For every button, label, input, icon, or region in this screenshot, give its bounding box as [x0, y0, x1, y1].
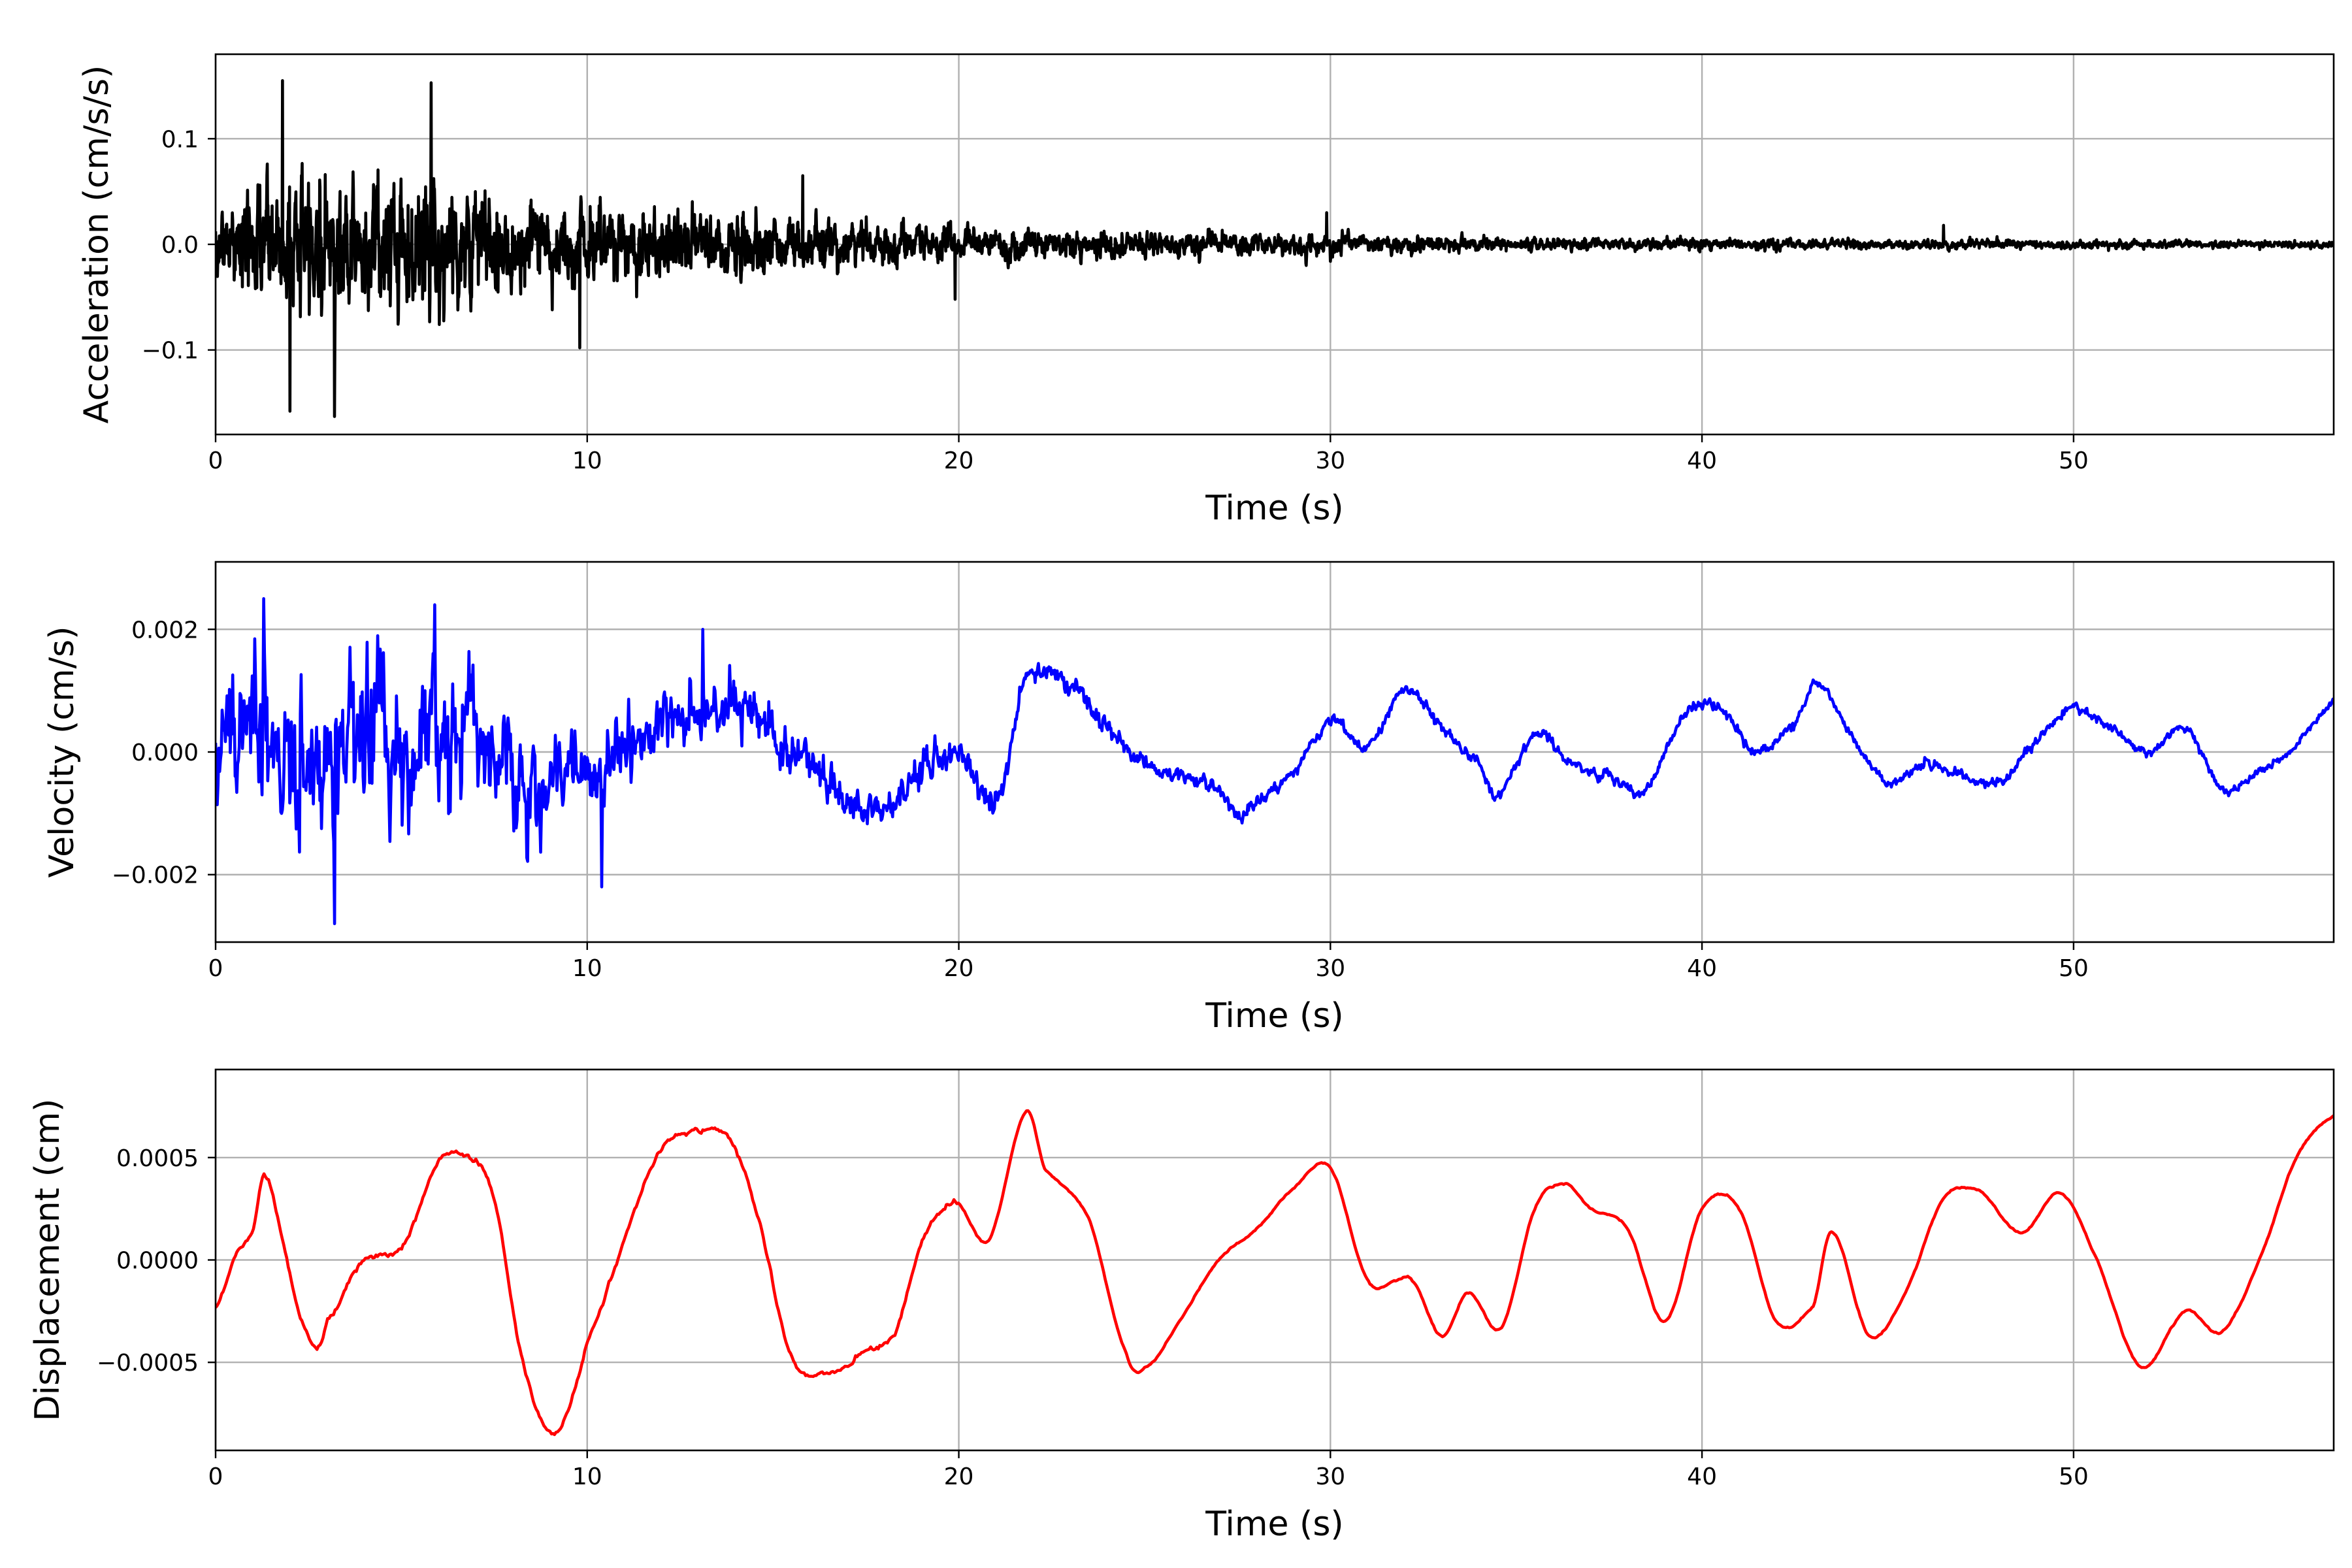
acceleration-series-line: [216, 79, 2334, 418]
velocity-grid: [214, 562, 2334, 942]
velocity-y-axis: −0.002 0.000 0.002: [112, 617, 216, 889]
acceleration-y-axis: −0.1 0.0 0.1: [142, 126, 216, 365]
displacement-y-tick-label: −0.0005: [97, 1350, 199, 1377]
velocity-y-tick-label: 0.000: [131, 740, 199, 766]
acceleration-x-tick-label: 20: [944, 448, 974, 474]
velocity-x-tick-label: 30: [1315, 955, 1345, 982]
displacement-y-tick-label: 0.0000: [116, 1248, 199, 1275]
displacement-panel: 0 10 20 30 40 50 −0.0005 0.0000 0.0005 Time (s) Di…: [28, 1068, 2335, 1544]
velocity-x-tick-label: 0: [208, 955, 223, 982]
velocity-y-axis-title: Velocity (cm/s): [42, 627, 82, 878]
displacement-x-tick-label: 50: [2059, 1463, 2089, 1490]
velocity-y-tick-label: 0.002: [131, 617, 199, 644]
acceleration-y-tick-label: 0.1: [161, 126, 199, 153]
velocity-panel: 0 10 20 30 40 50 −0.002 0.000 0.002 Time (s) Veloc…: [42, 561, 2335, 1036]
displacement-y-tick-label: 0.0005: [116, 1145, 199, 1172]
displacement-y-axis-title: Displacement (cm): [28, 1099, 67, 1422]
displacement-x-tick-label: 30: [1315, 1463, 1345, 1490]
acceleration-x-tick-label: 10: [572, 448, 602, 474]
displacement-x-tick-label: 20: [944, 1463, 974, 1490]
acceleration-y-tick-label: 0.0: [161, 232, 199, 259]
displacement-x-tick-label: 10: [572, 1463, 602, 1490]
acceleration-y-axis-title: Acceleration (cm/s/s): [77, 65, 116, 424]
displacement-x-axis: 0 10 20 30 40 50: [208, 1450, 2089, 1490]
displacement-x-tick-label: 40: [1687, 1463, 1717, 1490]
velocity-x-axis: 0 10 20 30 40 50: [208, 942, 2089, 982]
displacement-x-axis-title: Time (s): [1205, 1505, 1343, 1544]
velocity-x-axis-title: Time (s): [1205, 996, 1343, 1036]
displacement-y-axis: −0.0005 0.0000 0.0005: [97, 1145, 216, 1377]
velocity-x-tick-label: 10: [572, 955, 602, 982]
acceleration-x-tick-label: 50: [2059, 448, 2089, 474]
velocity-x-tick-label: 50: [2059, 955, 2089, 982]
velocity-x-tick-label: 20: [944, 955, 974, 982]
displacement-x-tick-label: 0: [208, 1463, 223, 1490]
acceleration-x-axis-title: Time (s): [1205, 489, 1343, 528]
displacement-series-line: [216, 1109, 2334, 1437]
velocity-series-line: [216, 597, 2334, 926]
velocity-x-tick-label: 40: [1687, 955, 1717, 982]
acceleration-x-tick-label: 30: [1315, 448, 1345, 474]
acceleration-panel: 0 10 20 30 40 50 −0.1 0.0 0.1 Time (s) Acceleratio…: [77, 53, 2335, 528]
acceleration-y-tick-label: −0.1: [142, 338, 199, 365]
acceleration-x-tick-label: 40: [1687, 448, 1717, 474]
velocity-y-tick-label: −0.002: [112, 862, 199, 889]
panels: 0 10 20 30 40 50 −0.1 0.0 0.1 Time (s) Acceleratio…: [28, 53, 2335, 1544]
acceleration-x-tick-label: 0: [208, 448, 223, 474]
displacement-grid: [214, 1070, 2334, 1450]
acceleration-x-axis: 0 10 20 30 40 50: [208, 434, 2089, 474]
